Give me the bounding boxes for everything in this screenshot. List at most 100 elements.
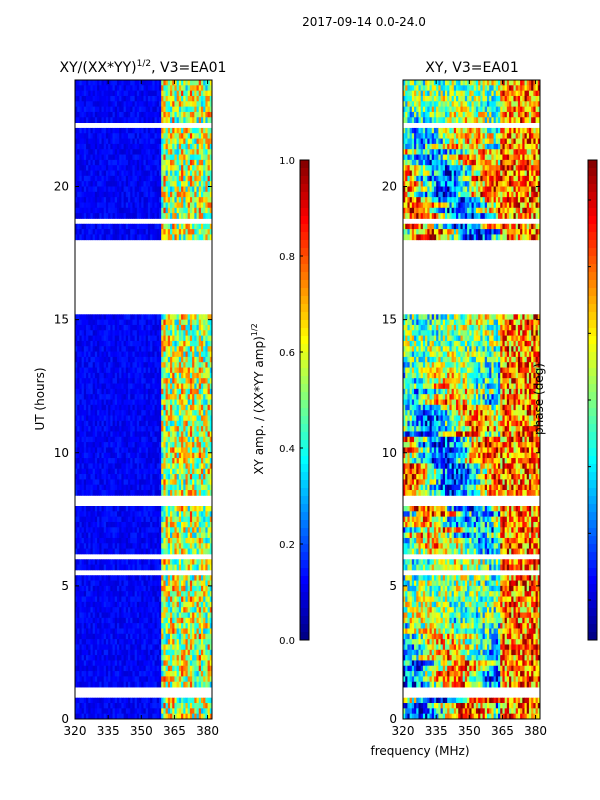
heatmap-cell: [181, 159, 184, 166]
heatmap-cell: [143, 85, 147, 92]
heatmap-cell: [94, 197, 98, 203]
heatmap-cell: [123, 202, 127, 209]
heatmap-cell: [103, 202, 107, 209]
heatmap-cell: [123, 340, 127, 347]
heatmap-cell: [79, 80, 83, 86]
heatmap-cell: [139, 106, 142, 113]
heatmap-cell: [103, 319, 107, 326]
heatmap-cell: [132, 346, 136, 352]
heatmap-cell: [123, 351, 127, 358]
heatmap-cell: [90, 186, 94, 193]
heatmap-cell: [114, 197, 118, 203]
heatmap-cell: [101, 138, 105, 145]
heatmap-cell: [128, 101, 131, 108]
heatmap-cell: [141, 314, 144, 321]
heatmap-cell: [189, 90, 193, 97]
heatmap-cell: [154, 191, 158, 198]
heatmap-cell: [158, 340, 162, 347]
heatmap-cell: [139, 138, 142, 145]
heatmap-cell: [134, 191, 138, 198]
heatmap-cell: [187, 85, 191, 92]
heatmap-cell: [92, 143, 96, 150]
heatmap-cell: [130, 85, 133, 92]
heatmap-cell: [88, 335, 91, 342]
heatmap-cell: [123, 213, 127, 219]
heatmap-cell: [114, 149, 118, 155]
heatmap-cell: [86, 324, 89, 331]
heatmap-cell: [92, 181, 96, 187]
heatmap-cell: [112, 101, 116, 108]
heatmap-cell: [94, 362, 98, 368]
heatmap-cell: [114, 351, 118, 358]
heatmap-cell: [110, 127, 113, 134]
heatmap-cell: [99, 111, 102, 118]
heatmap-cell: [165, 191, 169, 198]
heatmap-cell: [189, 186, 193, 193]
heatmap-cell: [156, 133, 160, 139]
heatmap-cell: [196, 351, 200, 358]
heatmap-cell: [97, 314, 100, 321]
heatmap-cell: [90, 202, 94, 209]
heatmap-cell: [203, 356, 206, 363]
heatmap-cell: [125, 138, 129, 145]
heatmap-cell: [176, 133, 180, 139]
heatmap-cell: [152, 351, 155, 358]
heatmap-cell: [196, 340, 200, 347]
heatmap-cell: [134, 101, 138, 108]
heatmap-cell: [143, 133, 147, 139]
heatmap-cell: [116, 127, 120, 134]
heatmap-cell: [83, 191, 87, 198]
heatmap-cell: [130, 165, 133, 171]
heatmap-cell: [134, 154, 138, 161]
heatmap-cell: [161, 191, 164, 198]
heatmap-cell: [170, 85, 173, 92]
heatmap-cell: [134, 111, 138, 118]
heatmap-cell: [116, 138, 120, 145]
heatmap-cell: [152, 138, 155, 145]
heatmap-cell: [183, 213, 186, 219]
heatmap-cell: [194, 159, 197, 166]
heatmap-cell: [77, 90, 80, 97]
heatmap-cell: [172, 117, 175, 124]
heatmap-cell: [97, 90, 100, 97]
heatmap-cell: [77, 330, 80, 336]
heatmap-cell: [101, 170, 105, 177]
heatmap-cell: [86, 149, 89, 155]
heatmap-cell: [75, 319, 78, 326]
heatmap-cell: [79, 362, 83, 368]
heatmap-cell: [181, 133, 184, 139]
heatmap-cell: [101, 117, 105, 124]
heatmap-cell: [154, 80, 158, 86]
heatmap-cell: [163, 319, 166, 326]
heatmap-cell: [143, 90, 147, 97]
heatmap-cell: [112, 154, 116, 161]
heatmap-cell: [110, 340, 113, 347]
heatmap-cell: [92, 223, 96, 230]
heatmap-cell: [156, 154, 160, 161]
heatmap-cell: [167, 170, 171, 177]
heatmap-cell: [156, 346, 160, 352]
heatmap-cell: [187, 106, 191, 113]
heatmap-cell: [130, 90, 133, 97]
heatmap-cell: [203, 324, 206, 331]
heatmap-cell: [79, 340, 83, 347]
heatmap-cell: [174, 223, 178, 230]
heatmap-cell: [207, 330, 211, 336]
heatmap-cell: [105, 149, 109, 155]
heatmap-cell: [158, 80, 162, 86]
heatmap-cell: [123, 106, 127, 113]
heatmap-cell: [143, 154, 147, 161]
heatmap-cell: [114, 159, 118, 166]
heatmap-cell: [183, 229, 186, 235]
heatmap-cell: [136, 154, 140, 161]
heatmap-cell: [139, 80, 142, 86]
heatmap-cell: [141, 143, 144, 150]
heatmap-cell: [156, 143, 160, 150]
heatmap-cell: [128, 340, 131, 347]
heatmap-cell: [121, 95, 125, 102]
heatmap-cell: [200, 314, 204, 321]
heatmap-cell: [116, 85, 120, 92]
heatmap-cell: [101, 154, 105, 161]
heatmap-cell: [134, 117, 138, 124]
heatmap-cell: [152, 170, 155, 177]
